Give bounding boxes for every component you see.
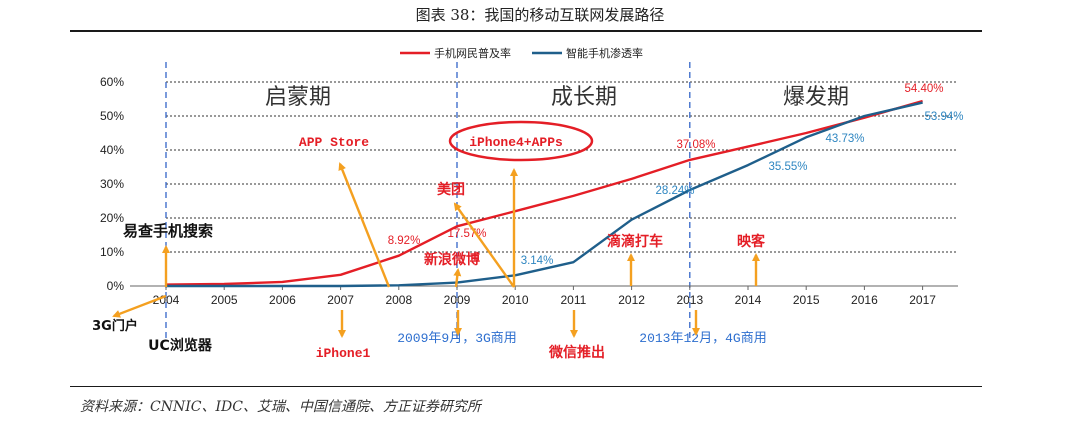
event-label: 微信推出 (548, 344, 605, 361)
series-line (165, 99, 923, 286)
event-arrow (112, 294, 167, 318)
data-labels: 8.92% 17.57% 37.08% 54.40% 3.14% 28.24% 35.55%… (388, 83, 964, 267)
x-tick-label: 2010 (502, 293, 529, 307)
event-label: iPhone4+APPs (469, 135, 563, 150)
data-label: 54.40% (904, 83, 943, 95)
x-tick-label: 2006 (269, 293, 296, 307)
event-label: 美团 (437, 181, 465, 198)
event-arrow (453, 268, 462, 288)
x-tick-label: 2009 (444, 293, 471, 307)
bottom-rule (70, 386, 982, 387)
event-label: 3G门户 (92, 318, 138, 334)
legend-label: 智能手机渗透率 (566, 46, 643, 60)
event-label: APP Store (299, 135, 369, 150)
event-label: 2013年12月，4G商用 (639, 331, 766, 346)
y-tick-label: 30% (100, 177, 124, 191)
x-tick-label: 2004 (153, 293, 180, 307)
y-tick-label: 40% (100, 143, 124, 157)
data-label: 17.57% (447, 228, 486, 240)
event-label: UC浏览器 (148, 337, 213, 354)
phase-label: 启蒙期 (265, 85, 331, 110)
data-label: 28.24% (655, 185, 694, 197)
event-label: 易查手机搜索 (123, 222, 213, 240)
phase-label: 爆发期 (783, 85, 849, 110)
event-arrow (338, 162, 391, 288)
phase-dividers (165, 62, 691, 340)
event-label: 2009年9月，3G商用 (397, 331, 517, 346)
x-tick-label: 2014 (735, 293, 762, 307)
y-tick-label: 60% (100, 75, 124, 89)
event-label: 映客 (737, 233, 766, 250)
highlight-ellipse (448, 120, 594, 162)
event-label: 新浪微博 (424, 251, 480, 268)
legend-label: 手机网民普及率 (434, 46, 511, 60)
event-arrow (453, 202, 515, 288)
data-label: 3.14% (521, 255, 554, 267)
phase-labels: 启蒙期 成长期 爆发期 (265, 85, 849, 110)
y-tick-label: 10% (100, 245, 124, 259)
y-tick-label: 0% (107, 279, 125, 293)
x-tick-label: 2005 (211, 293, 238, 307)
data-label: 35.55% (768, 161, 807, 173)
phase-label: 成长期 (551, 85, 617, 110)
top-rule (70, 30, 982, 32)
x-tick-label: 2011 (560, 293, 586, 307)
figure-title: 图表 38：我国的移动互联网发展路径 (415, 6, 665, 24)
x-tick-label: 2007 (327, 293, 354, 307)
series-line (166, 101, 923, 288)
data-label: 8.92% (388, 235, 421, 247)
legend: 手机网民普及率 智能手机渗透率 (400, 46, 643, 60)
x-tick-label: 2015 (793, 293, 820, 307)
source-note: 资料来源：CNNIC、IDC、艾瑞、中国信通院、方正证券研究所 (80, 399, 481, 415)
grid-lines (166, 81, 958, 253)
data-label: 43.73% (825, 133, 864, 145)
x-tick-label: 2013 (676, 293, 703, 307)
x-tick-label: 2017 (909, 293, 936, 307)
data-label: 53.94% (924, 111, 963, 123)
data-label: 37.08% (676, 139, 715, 151)
y-tick-label: 20% (100, 211, 124, 225)
x-tick-label: 2016 (851, 293, 878, 307)
x-tick-label: 2008 (385, 293, 412, 307)
event-label: iPhone1 (316, 346, 371, 361)
event-label: 滴滴打车 (607, 233, 663, 250)
y-tick-label: 50% (100, 109, 124, 123)
x-tick-label: 2012 (618, 293, 645, 307)
series-lines (165, 99, 923, 288)
